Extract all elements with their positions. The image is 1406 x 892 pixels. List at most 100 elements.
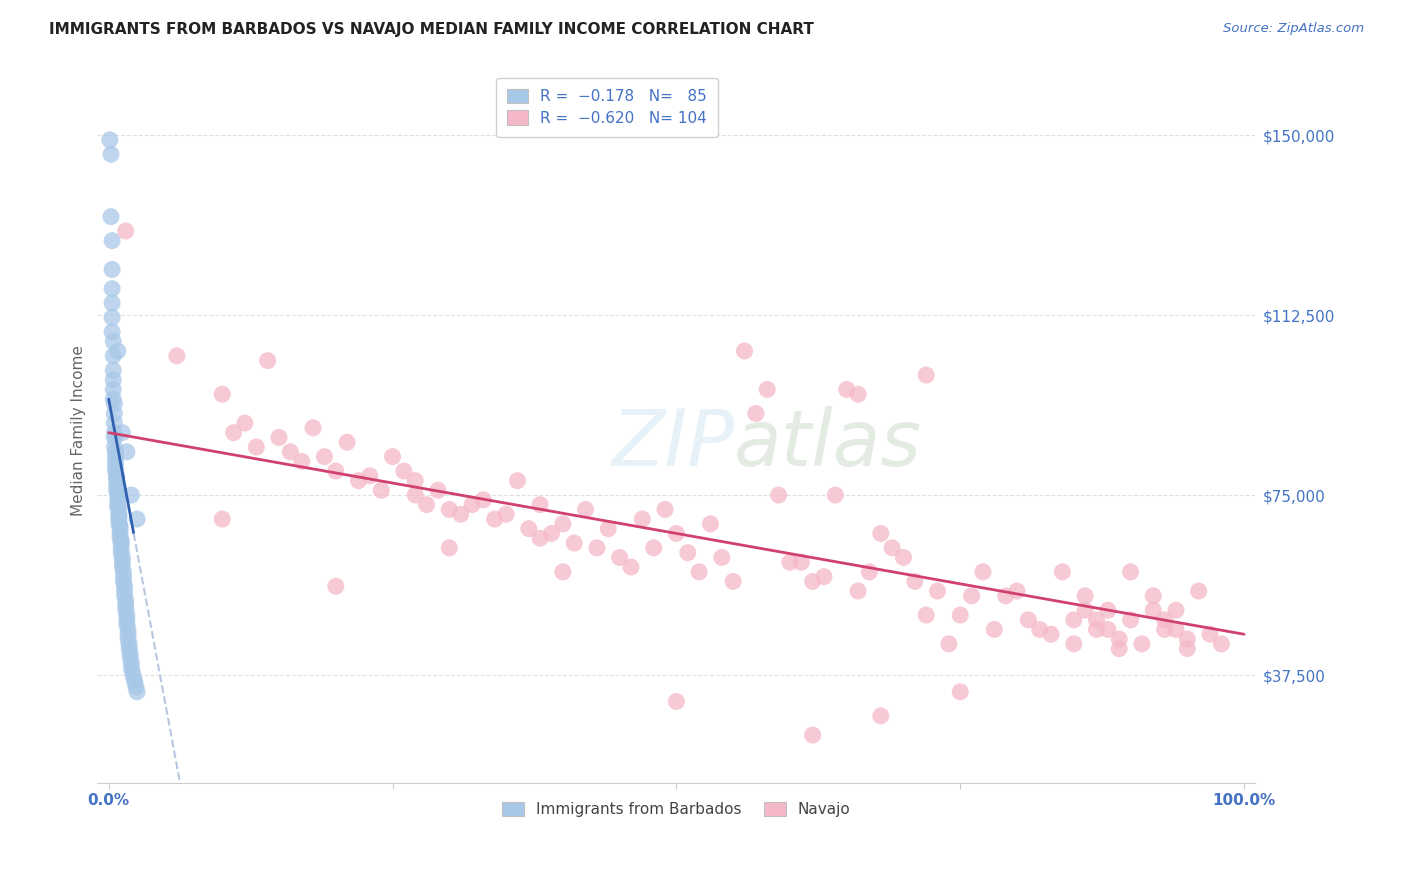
Point	[108, 519, 131, 533]
Point	[211, 512, 233, 526]
Point	[882, 541, 904, 555]
Point	[665, 694, 688, 708]
Point	[347, 474, 370, 488]
Point	[222, 425, 245, 440]
Point	[125, 680, 148, 694]
Point	[108, 526, 131, 541]
Point	[1142, 603, 1164, 617]
Point	[108, 516, 131, 531]
Point	[256, 353, 278, 368]
Point	[314, 450, 336, 464]
Point	[1188, 584, 1211, 599]
Point	[105, 474, 128, 488]
Point	[124, 675, 146, 690]
Point	[114, 603, 136, 617]
Point	[114, 593, 136, 607]
Point	[790, 555, 813, 569]
Point	[574, 502, 596, 516]
Point	[120, 488, 142, 502]
Point	[103, 349, 125, 363]
Point	[915, 608, 938, 623]
Point	[1028, 623, 1050, 637]
Point	[325, 464, 347, 478]
Point	[506, 474, 529, 488]
Point	[112, 574, 135, 589]
Point	[1017, 613, 1039, 627]
Point	[101, 296, 124, 310]
Point	[415, 498, 437, 512]
Point	[108, 508, 131, 522]
Point	[105, 483, 128, 498]
Point	[166, 349, 188, 363]
Point	[104, 450, 127, 464]
Point	[101, 262, 124, 277]
Point	[586, 541, 609, 555]
Point	[654, 502, 676, 516]
Text: Source: ZipAtlas.com: Source: ZipAtlas.com	[1223, 22, 1364, 36]
Point	[858, 565, 880, 579]
Point	[267, 430, 290, 444]
Point	[107, 492, 129, 507]
Point	[122, 670, 145, 684]
Point	[120, 661, 142, 675]
Point	[1074, 603, 1097, 617]
Point	[983, 623, 1005, 637]
Point	[127, 685, 149, 699]
Point	[1142, 589, 1164, 603]
Point	[336, 435, 359, 450]
Point	[105, 471, 128, 485]
Point	[1175, 641, 1198, 656]
Point	[676, 546, 699, 560]
Point	[484, 512, 506, 526]
Point	[562, 536, 585, 550]
Point	[949, 608, 972, 623]
Point	[107, 485, 129, 500]
Point	[472, 492, 495, 507]
Point	[107, 488, 129, 502]
Point	[103, 397, 125, 411]
Point	[103, 363, 125, 377]
Point	[404, 474, 426, 488]
Point	[114, 584, 136, 599]
Point	[779, 555, 801, 569]
Point	[107, 344, 129, 359]
Point	[245, 440, 267, 454]
Point	[1175, 632, 1198, 646]
Point	[768, 488, 790, 502]
Point	[1211, 637, 1233, 651]
Y-axis label: Median Family Income: Median Family Income	[72, 345, 86, 516]
Point	[115, 613, 138, 627]
Point	[115, 608, 138, 623]
Point	[824, 488, 846, 502]
Point	[392, 464, 415, 478]
Point	[517, 522, 540, 536]
Point	[1097, 623, 1119, 637]
Point	[100, 210, 122, 224]
Point	[120, 647, 142, 661]
Point	[110, 541, 132, 555]
Point	[110, 533, 132, 548]
Point	[904, 574, 927, 589]
Point	[1097, 603, 1119, 617]
Point	[101, 234, 124, 248]
Point	[529, 531, 551, 545]
Point	[1153, 623, 1175, 637]
Point	[98, 133, 121, 147]
Point	[105, 478, 128, 492]
Point	[665, 526, 688, 541]
Point	[745, 406, 768, 420]
Point	[1108, 641, 1130, 656]
Point	[115, 617, 138, 632]
Point	[103, 440, 125, 454]
Point	[915, 368, 938, 382]
Point	[869, 526, 891, 541]
Point	[103, 430, 125, 444]
Point	[631, 512, 654, 526]
Point	[1164, 623, 1187, 637]
Point	[734, 344, 756, 359]
Point	[938, 637, 960, 651]
Point	[105, 468, 128, 483]
Point	[280, 445, 302, 459]
Point	[118, 641, 141, 656]
Point	[1153, 613, 1175, 627]
